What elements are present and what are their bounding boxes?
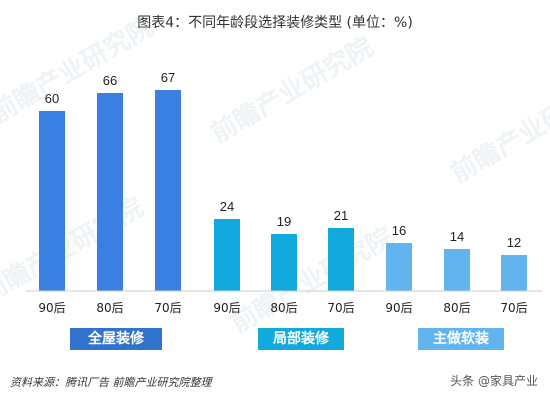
x-tick-label: 70后	[327, 301, 354, 315]
bar-value-label: 60	[45, 91, 59, 106]
bar	[214, 219, 240, 291]
bar	[501, 255, 527, 291]
x-tick-label: 90后	[385, 301, 412, 315]
group-label-basic: 主做软装	[418, 328, 504, 350]
bars-layer	[39, 90, 527, 291]
group-label-partial: 局部装修	[258, 328, 344, 350]
source-note: 资料来源：腾讯厂告 前瞻产业研究院整理	[10, 376, 212, 389]
x-tick-label: 90后	[213, 301, 240, 315]
bar-value-label: 16	[392, 223, 406, 238]
bar	[271, 234, 297, 291]
bar	[328, 228, 354, 291]
bar-value-label: 24	[220, 199, 234, 214]
x-tick-label: 80后	[443, 301, 470, 315]
x-tick-label: 80后	[270, 301, 297, 315]
bar	[386, 243, 412, 291]
bar-value-label: 21	[334, 208, 348, 223]
tick-labels-layer: 90后 80后 70后 90后 80后 70后 90后 80后 70后	[38, 301, 527, 315]
bar-value-label: 14	[450, 229, 464, 244]
value-labels-layer: 60 66 67 24 19 21 16 14 12	[45, 70, 521, 250]
bar-value-label: 12	[507, 235, 521, 250]
bar-value-label: 66	[103, 73, 117, 88]
group-label-full: 全屋装修	[70, 328, 162, 350]
x-tick-label: 80后	[96, 301, 123, 315]
credit-note: 头条 @家具产业	[450, 374, 538, 388]
bar	[155, 90, 181, 291]
bar	[444, 249, 470, 291]
chart-title: 图表4：不同年龄段选择装修类型 (单位：%)	[137, 15, 413, 31]
x-tick-label: 70后	[500, 301, 527, 315]
x-tick-label: 70后	[154, 301, 181, 315]
bar-value-label: 19	[277, 214, 291, 229]
bar-value-label: 67	[161, 70, 175, 85]
bar	[39, 111, 65, 291]
bar	[97, 93, 123, 291]
x-tick-label: 90后	[38, 301, 65, 315]
